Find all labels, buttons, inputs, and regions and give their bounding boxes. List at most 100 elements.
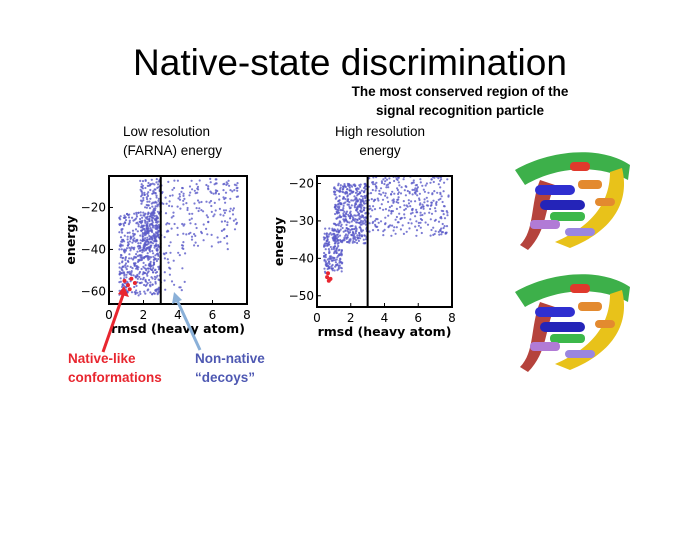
decoy-point bbox=[340, 209, 344, 212]
decoy-point bbox=[228, 184, 231, 187]
decoy-point bbox=[348, 205, 351, 208]
decoy-point bbox=[382, 191, 385, 194]
decoy-point bbox=[150, 218, 154, 222]
decoy-point bbox=[372, 200, 375, 203]
decoy-point bbox=[337, 239, 340, 242]
decoy-point bbox=[323, 267, 326, 270]
decoy-point bbox=[382, 234, 385, 237]
decoy-point bbox=[165, 223, 168, 226]
decoy-point bbox=[343, 183, 346, 186]
decoy-point bbox=[135, 215, 139, 218]
decoy-point bbox=[384, 208, 387, 211]
decoy-point bbox=[214, 209, 217, 212]
decoy-point bbox=[148, 215, 152, 218]
native-point bbox=[129, 276, 134, 281]
decoy-point bbox=[360, 219, 363, 222]
decoy-point bbox=[121, 256, 125, 259]
decoy-point bbox=[228, 210, 231, 213]
decoy-point bbox=[152, 261, 155, 264]
decoy-point bbox=[345, 210, 349, 213]
decoy-point bbox=[218, 207, 221, 210]
decoy-point bbox=[165, 251, 168, 255]
decoy-point bbox=[335, 237, 338, 240]
decoy-point bbox=[397, 181, 400, 184]
decoy-point bbox=[215, 182, 218, 185]
decoy-point bbox=[409, 205, 412, 208]
decoy-point bbox=[222, 183, 225, 186]
decoy-point bbox=[233, 189, 236, 192]
decoy-point bbox=[385, 178, 389, 181]
decoy-point bbox=[363, 194, 366, 198]
decoy-point bbox=[145, 196, 148, 199]
decoy-point bbox=[334, 235, 337, 238]
decoy-point bbox=[157, 253, 160, 256]
decoy-point bbox=[140, 183, 143, 186]
decoy-point bbox=[337, 208, 340, 211]
decoy-point bbox=[189, 231, 192, 234]
decoy-point bbox=[149, 183, 153, 186]
decoy-point bbox=[351, 230, 354, 234]
decoy-point bbox=[351, 241, 354, 244]
decoy-point bbox=[430, 212, 434, 215]
decoy-point bbox=[411, 193, 414, 196]
decoy-point bbox=[198, 201, 201, 204]
decoy-point bbox=[347, 200, 350, 203]
decoy-point bbox=[137, 225, 140, 228]
decoy-point bbox=[333, 256, 336, 260]
decoy-point bbox=[335, 251, 338, 255]
decoy-point bbox=[146, 200, 149, 203]
decoy-point bbox=[222, 196, 225, 199]
decoy-point bbox=[423, 201, 426, 204]
decoy-point bbox=[415, 229, 419, 232]
decoy-point bbox=[384, 180, 387, 183]
decoy-point bbox=[146, 194, 150, 197]
native-point bbox=[127, 287, 132, 292]
decoy-point bbox=[189, 222, 192, 225]
decoy-point bbox=[335, 196, 338, 199]
decoy-point bbox=[136, 250, 139, 253]
decoy-callout-line-1: Non-native bbox=[195, 351, 265, 366]
decoy-point bbox=[210, 191, 213, 194]
decoy-point bbox=[119, 256, 122, 259]
decoy-point bbox=[360, 206, 363, 209]
decoy-point bbox=[120, 229, 123, 232]
decoy-point bbox=[163, 279, 166, 282]
decoy-point bbox=[358, 192, 362, 195]
decoy-point bbox=[129, 265, 132, 268]
decoy-point bbox=[149, 197, 152, 200]
decoy-point bbox=[143, 193, 146, 196]
decoy-point bbox=[359, 237, 362, 240]
decoy-point bbox=[362, 208, 365, 212]
decoy-point bbox=[176, 179, 179, 182]
decoy-point bbox=[148, 278, 151, 282]
decoy-point bbox=[151, 293, 154, 296]
decoy-point bbox=[440, 231, 443, 234]
decoy-point bbox=[141, 184, 145, 187]
decoy-point bbox=[442, 190, 445, 193]
decoy-point bbox=[142, 276, 145, 279]
decoy-point bbox=[384, 176, 387, 180]
decoy-point bbox=[341, 239, 344, 242]
decoy-point bbox=[419, 207, 423, 210]
decoy-point bbox=[146, 236, 149, 239]
decoy-point bbox=[170, 227, 173, 230]
decoy-point bbox=[411, 208, 414, 211]
decoy-point bbox=[130, 236, 133, 239]
decoy-point bbox=[143, 283, 146, 287]
decoy-point bbox=[359, 209, 362, 212]
decoy-point bbox=[394, 232, 397, 235]
decoy-point bbox=[149, 240, 152, 244]
decoy-point bbox=[344, 198, 347, 201]
decoy-point bbox=[236, 186, 239, 189]
decoy-point bbox=[342, 212, 345, 215]
decoy-point bbox=[145, 217, 148, 220]
decoy-point bbox=[209, 181, 212, 184]
decoy-point bbox=[358, 217, 361, 220]
decoy-point bbox=[168, 222, 171, 225]
decoy-point bbox=[333, 206, 336, 209]
decoy-point bbox=[178, 198, 182, 201]
decoy-point bbox=[332, 246, 335, 249]
decoy-point bbox=[143, 232, 146, 235]
decoy-point bbox=[353, 206, 356, 209]
low-resolution-scatter-plot: 0 2 4 6 8 −20 −40 −60 rmsd (heavy atom) energy bbox=[63, 175, 251, 336]
